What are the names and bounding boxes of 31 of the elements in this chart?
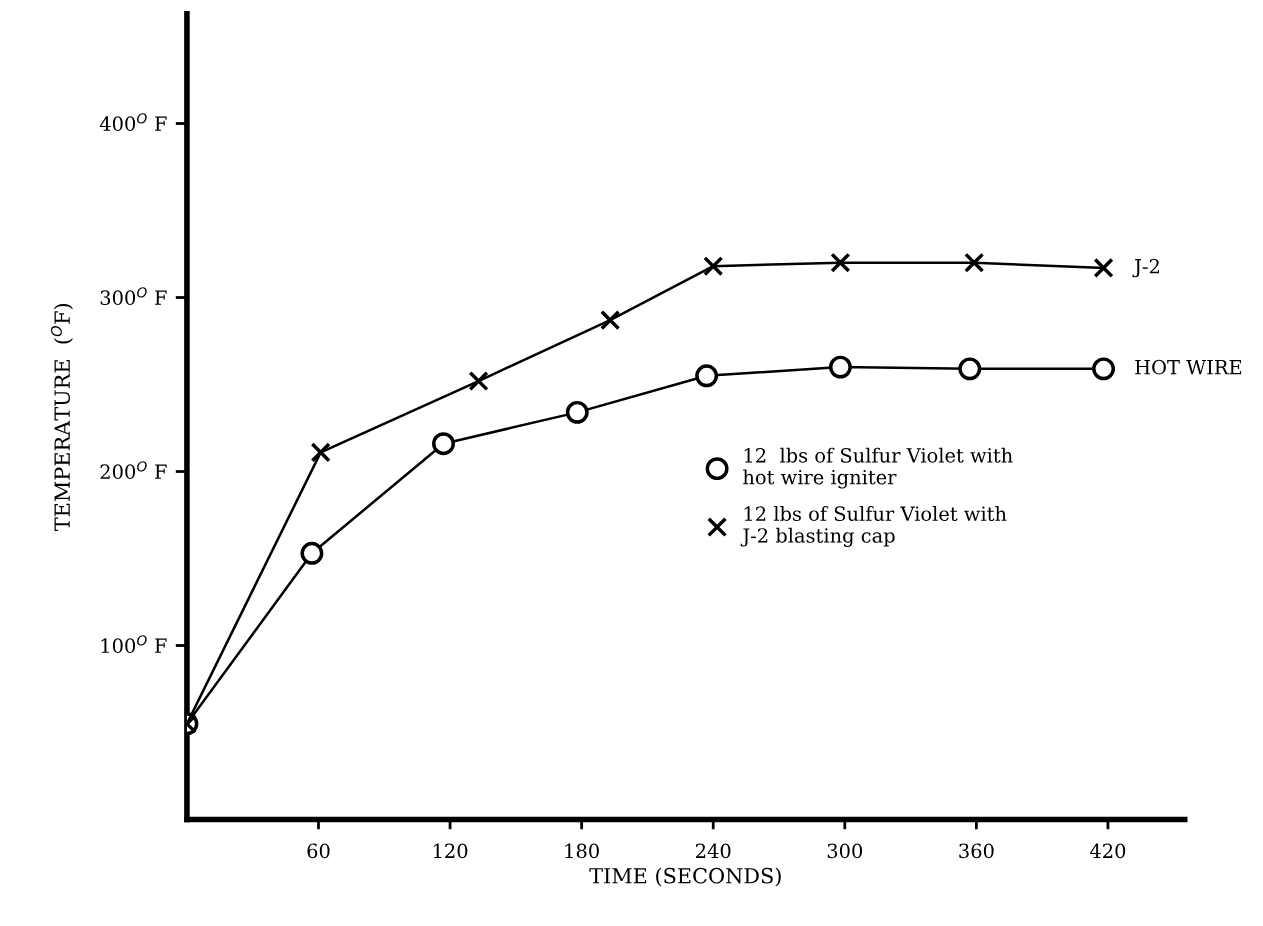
point — [310, 442, 331, 463]
point — [432, 432, 455, 456]
x-tick-label: 60 — [307, 843, 330, 859]
y-tick-label: 300$^{O}$ F — [100, 287, 167, 306]
x-axis-title: TIME (SECONDS) — [589, 867, 781, 887]
x-tick-label: 300 — [827, 843, 863, 859]
point — [300, 541, 324, 565]
point — [964, 252, 985, 273]
y-axis-title: TEMPERATURE ($^{O}$F) — [50, 303, 73, 531]
y-tick-label: 400$^{O}$ F — [99, 113, 167, 132]
point — [830, 252, 851, 273]
x-tick-label: 240 — [695, 843, 731, 859]
point — [695, 364, 719, 388]
point — [958, 357, 982, 381]
legend-label: 12 lbs of Sulfur Violet with hot wire igniter — [743, 447, 1013, 489]
annotation: J-2 — [1132, 258, 1159, 278]
point — [828, 355, 852, 379]
point — [600, 310, 621, 331]
point — [1092, 357, 1116, 381]
point — [1093, 257, 1114, 278]
x-tick-label: 360 — [959, 843, 994, 859]
x-tick-label: 420 — [1089, 843, 1126, 859]
x-tick-label: 180 — [565, 843, 599, 859]
point — [565, 400, 589, 424]
y-tick-label: 200$^{O}$ F — [100, 461, 167, 480]
legend-label: 12 lbs of Sulfur Violet with J-2 blasting cap — [740, 506, 1007, 547]
point — [468, 370, 489, 392]
x-tick-label: 120 — [433, 843, 468, 859]
y-tick-label: 100$^{O}$ F — [101, 635, 167, 654]
annotation: HOT WIRE — [1135, 359, 1242, 375]
point — [703, 256, 724, 277]
